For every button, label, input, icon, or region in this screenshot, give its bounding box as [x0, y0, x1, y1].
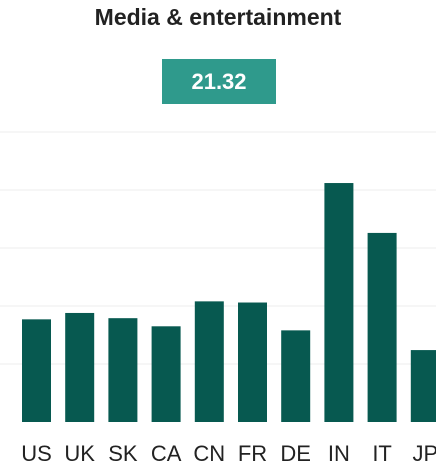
value-badge: 21.32 [162, 59, 276, 104]
bar-us [22, 319, 51, 422]
bar-fr [238, 302, 267, 422]
bar-in [324, 183, 354, 422]
bar-sk [108, 318, 138, 422]
x-tick-label: US [21, 441, 52, 466]
bar-cn [194, 301, 224, 422]
x-tick-label: IN [328, 441, 350, 466]
x-tick-label: JP [412, 441, 436, 466]
bar-jp [410, 350, 436, 422]
bar-de [281, 330, 311, 422]
x-tick-label: IT [372, 441, 392, 466]
x-tick-label: SK [108, 441, 138, 466]
x-tick-label: DE [280, 441, 311, 466]
x-tick-label: CN [193, 441, 225, 466]
chart-title: Media & entertainment [94, 4, 342, 30]
bar-uk [65, 312, 95, 422]
x-tick-label: CA [151, 441, 182, 466]
bar-it [367, 232, 397, 422]
x-tick-label: FR [238, 441, 267, 466]
bar-ca [151, 326, 181, 422]
x-tick-label: UK [64, 441, 95, 466]
